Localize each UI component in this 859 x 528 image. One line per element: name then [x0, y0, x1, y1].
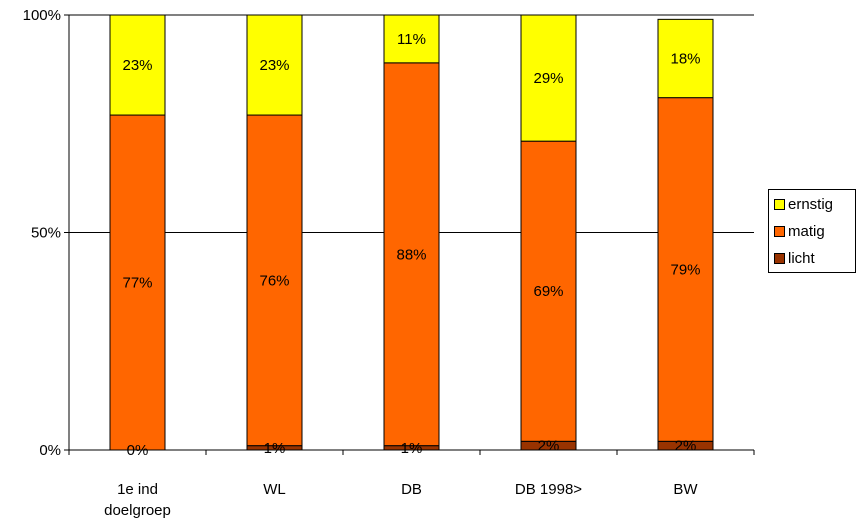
y-tick-label: 100%: [23, 7, 61, 24]
bar-ernstig: [520, 14, 577, 142]
data-label-matig: 77%: [122, 275, 152, 292]
legend-item-licht: licht: [774, 248, 815, 268]
data-label-ernstig: 23%: [122, 57, 152, 74]
data-label-matig: 76%: [259, 272, 289, 289]
bar-ernstig: [109, 14, 166, 116]
data-label-ernstig: 18%: [670, 51, 700, 68]
axes: [64, 14, 755, 455]
legend-swatch-licht: [774, 252, 785, 264]
x-tick-label: 1e ind: [117, 481, 158, 498]
bar-ernstig: [383, 14, 440, 64]
legend-item-ernstig: ernstig: [774, 194, 833, 214]
data-label-licht: 2%: [675, 438, 697, 455]
x-tick-label: BW: [673, 481, 698, 498]
bar-matig: [246, 114, 303, 447]
y-tick-label: 50%: [31, 225, 61, 242]
legend-swatch-ernstig: [774, 198, 785, 210]
x-tick-label: doelgroep: [104, 502, 171, 519]
bar-matig: [109, 114, 166, 451]
data-label-licht: 1%: [264, 440, 286, 457]
x-tick-label: WL: [263, 481, 286, 498]
bar-ernstig: [657, 18, 714, 99]
data-label-matig: 79%: [670, 261, 700, 278]
data-label-licht: 1%: [401, 440, 423, 457]
legend-label-ernstig: ernstig: [788, 195, 834, 213]
data-label-matig: 88%: [396, 246, 426, 263]
bar-matig: [383, 62, 440, 447]
data-label-licht: 0%: [127, 442, 149, 459]
legend-item-matig: matig: [774, 221, 825, 241]
data-label-ernstig: 29%: [533, 70, 563, 87]
data-label-ernstig: 11%: [397, 31, 426, 48]
x-tick-label: DB: [401, 481, 422, 498]
legend: ernstig matig licht: [768, 189, 856, 273]
legend-swatch-matig: [774, 225, 785, 237]
bar-ernstig: [246, 14, 303, 116]
data-label-licht: 2%: [538, 438, 560, 455]
data-label-matig: 69%: [533, 283, 563, 300]
y-tick-label: 0%: [39, 442, 61, 459]
legend-label-licht: licht: [788, 249, 815, 267]
bars: [109, 14, 714, 451]
legend-label-matig: matig: [788, 222, 825, 240]
labels: 0% 50% 100% 0% 77% 23% 1e ind doelgroep 1% 76% 23%…: [23, 7, 701, 519]
x-tick-label: DB 1998>: [515, 481, 582, 498]
data-label-ernstig: 23%: [259, 57, 289, 74]
bar-matig: [657, 97, 714, 442]
